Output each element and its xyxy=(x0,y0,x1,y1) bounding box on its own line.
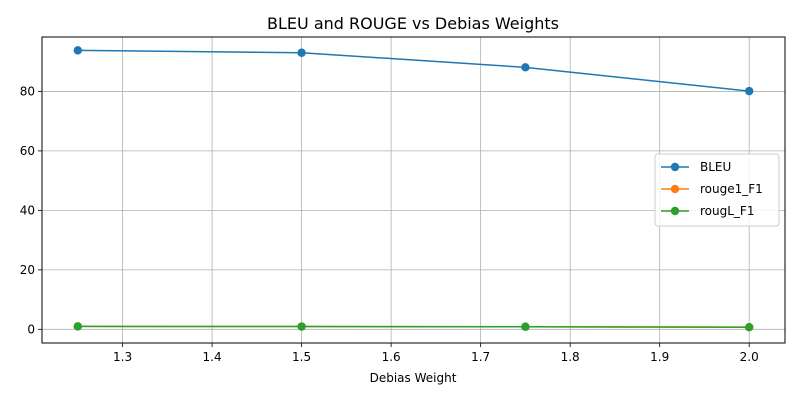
legend-marker xyxy=(670,162,680,172)
plot-frame xyxy=(41,36,786,344)
x-tick-label: 1.9 xyxy=(650,350,669,364)
legend-label: BLEU xyxy=(700,160,731,174)
chart-title: BLEU and ROUGE vs Debias Weights xyxy=(267,14,559,33)
legend-label: rouge1_F1 xyxy=(700,182,763,196)
series-line xyxy=(77,49,750,92)
axis-ticks: 1.3 1.4 1.5 1.6 1.7 1.8 1.9 2.0 0 20 40 60 80 xyxy=(20,84,759,364)
data-point xyxy=(73,46,83,55)
x-axis-label: Debias Weight xyxy=(370,371,457,385)
y-tick-label: 40 xyxy=(20,203,35,217)
legend-entry: BLEU xyxy=(661,160,731,174)
data-point xyxy=(73,322,83,331)
y-tick-label: 60 xyxy=(20,144,35,158)
series-BLEU xyxy=(73,46,754,96)
data-point xyxy=(297,48,306,57)
series-layer xyxy=(73,46,754,332)
data-point xyxy=(297,322,306,331)
x-tick-label: 1.4 xyxy=(203,350,222,364)
y-tick-label: 0 xyxy=(27,322,35,336)
series-line xyxy=(77,325,750,328)
legend-entry: rougL_F1 xyxy=(661,204,754,218)
legend-label: rougL_F1 xyxy=(700,204,754,218)
legend-marker xyxy=(670,206,680,216)
legend-box xyxy=(654,153,780,227)
data-point xyxy=(744,323,754,332)
data-point xyxy=(521,63,530,72)
legend-entry: rouge1_F1 xyxy=(661,182,763,196)
x-tick-label: 2.0 xyxy=(740,350,759,364)
x-tick-label: 1.6 xyxy=(382,350,401,364)
data-point xyxy=(521,322,530,331)
x-tick-label: 1.3 xyxy=(113,350,132,364)
x-tick-label: 1.8 xyxy=(561,350,580,364)
x-tick-label: 1.5 xyxy=(292,350,311,364)
legend-marker xyxy=(670,184,680,194)
x-tick-label: 1.7 xyxy=(471,350,490,364)
series-rougL_F1 xyxy=(73,322,754,332)
data-point xyxy=(744,86,754,96)
y-tick-label: 20 xyxy=(20,263,35,277)
y-tick-label: 80 xyxy=(20,84,35,98)
legend: BLEU rouge1_F1 rougL_F1 xyxy=(654,153,780,227)
